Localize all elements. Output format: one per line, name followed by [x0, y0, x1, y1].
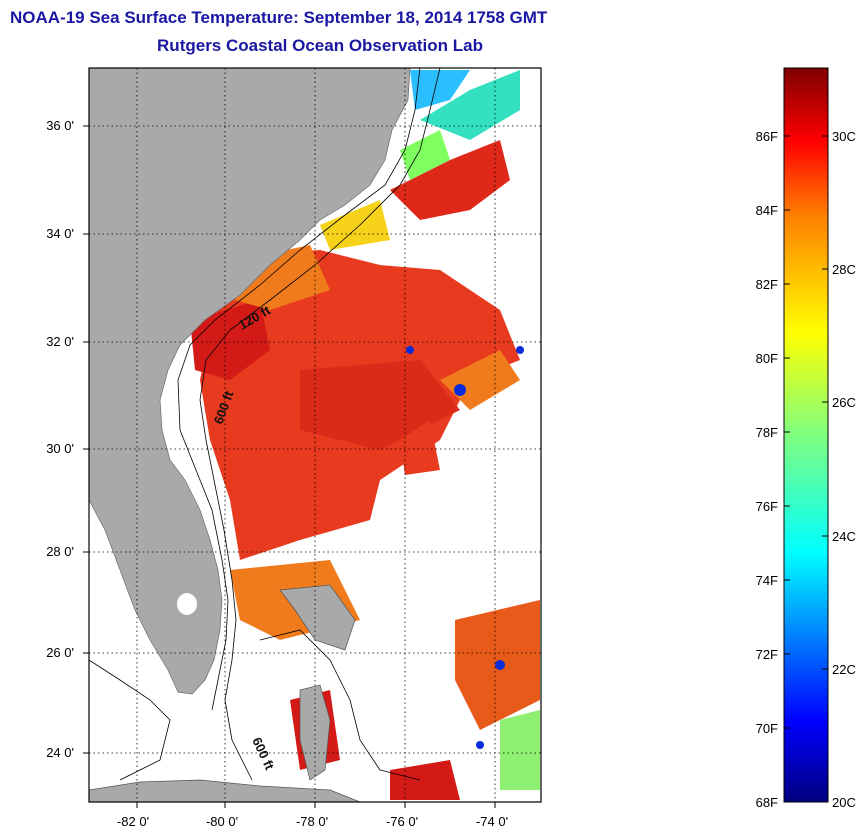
colorbar-f-76: 76F — [756, 499, 778, 514]
lat-label-34: 34 0' — [46, 226, 74, 241]
lon-label-76: -76 0' — [386, 814, 418, 829]
colorbar-c-24: 24C — [832, 529, 856, 544]
lat-label-26: 26 0' — [46, 645, 74, 660]
isobaths — [89, 68, 441, 781]
lon-label-82: -82 0' — [117, 814, 149, 829]
lon-label-80: -80 0' — [206, 814, 238, 829]
land-cuba — [89, 779, 361, 802]
title-block: NOAA-19 Sea Surface Temperature: Septemb… — [0, 4, 640, 60]
colorbar-f-74: 74F — [756, 573, 778, 588]
lon-label-78: -78 0' — [296, 814, 328, 829]
graticule — [89, 68, 541, 802]
colorbar-c-30: 30C — [832, 129, 856, 144]
colorbar-f-82: 82F — [756, 277, 778, 292]
lat-label-24: 24 0' — [46, 745, 74, 760]
colorbar-f-84: 84F — [756, 203, 778, 218]
land-bahamas-north — [279, 584, 356, 651]
colorbar-f-86: 86F — [756, 129, 778, 144]
lat-label-30: 30 0' — [46, 441, 74, 456]
colorbar-c-26: 26C — [832, 395, 856, 410]
colorbar-f-80: 80F — [756, 351, 778, 366]
map-subtitle: Rutgers Coastal Ocean Observation Lab — [157, 36, 483, 55]
colorbar-f-70: 70F — [756, 721, 778, 736]
colorbar-f-78: 78F — [756, 425, 778, 440]
colorbar-f-72: 72F — [756, 647, 778, 662]
lake-okeechobee — [177, 593, 197, 615]
colorbar-c-20: 20C — [832, 795, 856, 810]
lat-label-36: 36 0' — [46, 118, 74, 133]
axis-ticks — [83, 125, 496, 808]
land-andros — [299, 684, 331, 781]
colorbar-c-28: 28C — [832, 262, 856, 277]
land-mainland — [89, 68, 411, 695]
lat-label-32: 32 0' — [46, 334, 74, 349]
colorbar-f-68: 68F — [756, 795, 778, 810]
colorbar-ticks — [784, 135, 828, 729]
colorbar-c-22: 22C — [832, 662, 856, 677]
lon-label-74: -74 0' — [476, 814, 508, 829]
colorbar — [783, 67, 829, 803]
map-title: NOAA-19 Sea Surface Temperature: Septemb… — [10, 8, 548, 27]
lat-label-28: 28 0' — [46, 544, 74, 559]
